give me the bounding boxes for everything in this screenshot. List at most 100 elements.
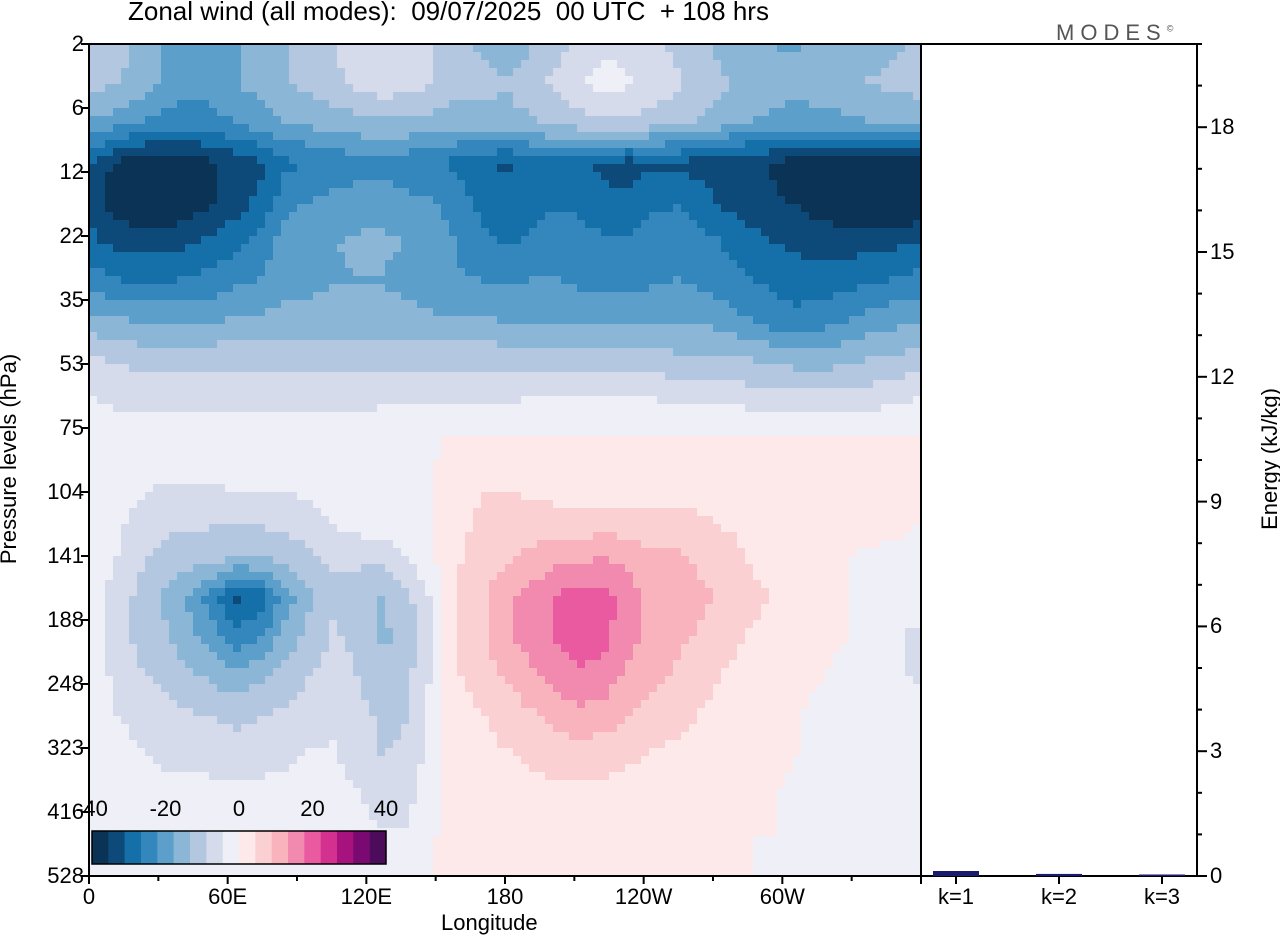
heatmap-cell [153, 60, 162, 69]
heatmap-cell [393, 348, 402, 357]
heatmap-cell [105, 164, 114, 173]
heatmap-cell [897, 396, 906, 405]
heatmap-cell [393, 252, 402, 261]
heatmap-cell [89, 268, 98, 277]
heatmap-cell [705, 60, 714, 69]
heatmap-cell [265, 380, 274, 389]
heatmap-cell [353, 228, 362, 237]
heatmap-cell [913, 76, 921, 85]
heatmap-cell [473, 124, 482, 133]
heatmap-cell [673, 308, 682, 317]
heatmap-cell [329, 196, 338, 205]
heatmap-cell [737, 388, 746, 397]
heatmap-cell [537, 396, 546, 405]
heatmap-cell [345, 212, 354, 221]
heatmap-cell [641, 356, 650, 365]
heatmap-cell [553, 132, 562, 141]
heatmap-cell [233, 164, 242, 173]
heatmap-cell [865, 236, 874, 245]
heatmap-cell [473, 404, 482, 413]
heatmap-cell [689, 364, 698, 373]
heatmap-cell [193, 172, 202, 181]
heatmap-cell [481, 84, 490, 93]
heatmap-cell [641, 388, 650, 397]
heatmap-cell [417, 388, 426, 397]
heatmap-cell [465, 196, 474, 205]
heatmap-cell [577, 92, 586, 101]
heatmap-cell [289, 44, 298, 53]
heatmap-cell [825, 156, 834, 165]
heatmap-cell [249, 292, 258, 301]
heatmap-cell [673, 364, 682, 373]
heatmap-cell [793, 388, 802, 397]
heatmap-cell [897, 116, 906, 125]
heatmap-cell [673, 172, 682, 181]
heatmap-cell [497, 284, 506, 293]
heatmap-cell [697, 212, 706, 221]
heatmap-cell [329, 204, 338, 213]
heatmap-cell [177, 372, 186, 381]
heatmap-cell [521, 316, 530, 325]
heatmap-cell [497, 388, 506, 397]
heatmap-cell [865, 212, 874, 221]
heatmap-cell [89, 108, 98, 117]
heatmap-cell [89, 148, 98, 157]
heatmap-cell [201, 108, 210, 117]
heatmap-cell [745, 388, 754, 397]
heatmap-cell [689, 220, 698, 229]
heatmap-cell [873, 212, 882, 221]
heatmap-cell [577, 124, 586, 133]
heatmap-cell [593, 220, 602, 229]
heatmap-cell [913, 308, 921, 317]
heatmap-cell [401, 340, 410, 349]
heatmap-cell [481, 420, 490, 429]
heatmap-cell [793, 300, 802, 309]
heatmap-cell [545, 284, 554, 293]
heatmap-cell [521, 308, 530, 317]
heatmap-cell [849, 148, 858, 157]
heatmap-cell [337, 156, 346, 165]
heatmap-cell [281, 52, 290, 61]
heatmap-cell [777, 276, 786, 285]
heatmap-cell [905, 124, 914, 133]
heatmap-cell [913, 236, 921, 245]
heatmap-cell [417, 148, 426, 157]
heatmap-cell [649, 412, 658, 421]
heatmap-cell [177, 204, 186, 213]
heatmap-cell [161, 316, 170, 325]
heatmap-cell [617, 180, 626, 189]
heatmap-cell [785, 300, 794, 309]
heatmap-cell [257, 44, 266, 53]
heatmap-cell [425, 372, 434, 381]
heatmap-cell [625, 172, 634, 181]
heatmap-cell [761, 52, 770, 61]
heatmap-cell [857, 372, 866, 381]
heatmap-cell [169, 388, 178, 397]
heatmap-cell [897, 156, 906, 165]
heatmap-cell [553, 196, 562, 205]
heatmap-cell [649, 204, 658, 213]
heatmap-cell [113, 68, 122, 77]
heatmap-cell [153, 284, 162, 293]
heatmap-cell [857, 108, 866, 117]
heatmap-cell [665, 316, 674, 325]
heatmap-cell [593, 68, 602, 77]
heatmap-cell [617, 404, 626, 413]
heatmap-cell [649, 308, 658, 317]
heatmap-cell [881, 244, 890, 253]
heatmap-cell [657, 260, 666, 269]
heatmap-cell [129, 84, 138, 93]
heatmap-cell [401, 292, 410, 301]
heatmap-cell [289, 84, 298, 93]
heatmap-cell [913, 244, 921, 253]
heatmap-cell [393, 292, 402, 301]
heatmap-cell [241, 220, 250, 229]
heatmap-cell [817, 44, 826, 53]
heatmap-cell [249, 44, 258, 53]
heatmap-cell [897, 316, 906, 325]
heatmap-cell [329, 228, 338, 237]
heatmap-cell [673, 92, 682, 101]
heatmap-cell [425, 204, 434, 213]
heatmap-cell [353, 180, 362, 189]
